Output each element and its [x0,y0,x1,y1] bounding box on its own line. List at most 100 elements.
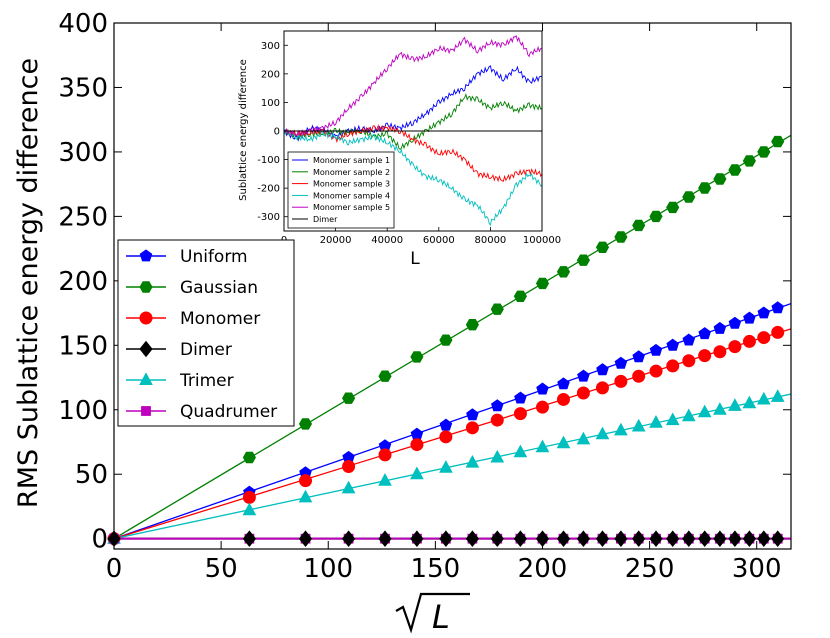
data-point-monomer [742,334,756,348]
inset-legend-label-monomer-sample-5: Monomer sample 5 [313,203,390,212]
data-point-trimer [378,473,392,486]
inset-frame [283,30,543,232]
inset-y-tick-label: -100 [257,155,280,166]
data-point-trimer [697,404,712,418]
data-point-dimer [614,530,628,548]
data-point-monomer [614,374,628,388]
data-point-monomer [490,413,504,427]
data-point-gaussian [666,201,680,214]
series-gaussian [107,135,785,545]
data-point-uniform [666,338,679,351]
data-point-trimer [681,408,696,422]
data-point-uniform [466,408,479,421]
legend-box [117,239,295,427]
data-point-dimer [298,530,313,548]
data-point-uniform [682,333,696,346]
main-x-tick-label: 250 [625,554,675,584]
data-point-trimer [298,489,313,503]
inset-x-tick-label: 40000 [371,235,403,246]
data-point-gaussian [465,319,479,331]
legend-label-quadrumer: Quadrumer [180,402,277,422]
fit-line-trimer [113,393,792,540]
inset-legend-label-monomer-sample-2: Monomer sample 2 [313,168,390,177]
data-point-trimer [576,431,591,445]
data-point-uniform [771,301,784,314]
data-point-trimer [341,480,356,494]
data-point-gaussian [535,277,550,290]
data-point-monomer [410,438,424,452]
legend-marker-quadrumer [141,406,151,416]
inset-y-tick-label: 100 [261,98,280,109]
data-point-dimer [713,530,727,548]
data-point-uniform [649,343,663,356]
data-point-trimer [665,412,680,426]
data-point-gaussian [439,334,453,346]
sqrt-symbol [395,592,470,634]
data-point-gaussian [556,266,571,278]
data-point-gaussian [410,351,424,363]
data-point-gaussian [757,146,771,158]
data-point-gaussian [513,290,527,302]
data-point-trimer [770,389,785,402]
inset-legend-label-monomer-sample-3: Monomer sample 3 [313,180,390,189]
data-point-monomer [342,459,356,473]
data-point-dimer [595,530,610,548]
data-point-uniform [713,321,727,334]
inset-legend-label-dimer: Dimer [313,215,338,224]
data-point-gaussian [298,418,313,430]
data-point-gaussian [698,182,712,194]
data-point-monomer [556,392,570,406]
data-point-monomer [465,421,479,435]
main-y-tick-label: 200 [58,267,108,297]
data-point-monomer [513,407,527,421]
data-point-dimer [632,530,646,548]
data-point-gaussian [342,392,356,404]
inset-plot: 020000400006000080000100000-300-200-1000… [257,30,561,246]
data-point-gaussian [728,164,742,176]
data-point-trimer [439,460,453,473]
data-point-gaussian [682,191,696,203]
legend-label-trimer: Trimer [179,371,234,391]
data-point-trimer [410,466,424,480]
data-point-uniform [514,391,527,404]
main-y-tick-label: 300 [58,138,108,168]
data-point-trimer [756,391,771,405]
data-point-trimer [490,449,505,463]
main-y-axis-label: RMS Sublattice energy difference [13,58,44,508]
data-point-uniform [632,350,645,363]
data-point-trimer [614,422,628,436]
main-x-axis-label: L [395,592,470,636]
data-point-monomer [632,369,646,383]
data-point-monomer [698,349,712,363]
data-point-dimer [771,530,785,548]
legend-marker-trimer [139,372,153,385]
data-point-monomer [576,386,590,400]
main-legend: Uniform Gaussian Monomer Dimer Trimer Quadrum… [117,239,295,427]
data-point-dimer [465,530,480,548]
data-point-dimer [576,530,591,548]
data-point-dimer [490,530,504,548]
legend-marker-gaussian [139,281,153,293]
data-point-monomer [771,325,785,339]
main-y-tick-label: 50 [75,460,108,490]
main-y-tick-label: 0 [91,525,108,555]
data-point-trimer [728,398,742,411]
main-tick-labels: 0 50 100 150 200 250 300 0 50 100 150 200 250 300 350 4… [58,9,781,584]
data-point-monomer [649,364,663,378]
inset-y-tick-label: 200 [261,69,280,80]
legend-label-dimer: Dimer [180,340,232,360]
inset-y-axis-label: Sublattice energy difference [238,59,249,201]
main-x-tick-label: 150 [411,554,461,584]
data-point-dimer [513,530,528,548]
data-point-monomer [682,354,696,368]
data-point-uniform [536,382,549,395]
data-point-dimer [535,530,550,548]
data-point-monomer [299,474,313,488]
data-point-dimer [410,530,424,548]
data-point-trimer [556,435,571,449]
data-point-dimer [666,530,680,548]
inset-y-tick-label: 300 [261,41,280,52]
inset-x-axis-label: L [410,249,420,269]
data-point-dimer [698,530,712,548]
series-dimer [107,530,785,548]
